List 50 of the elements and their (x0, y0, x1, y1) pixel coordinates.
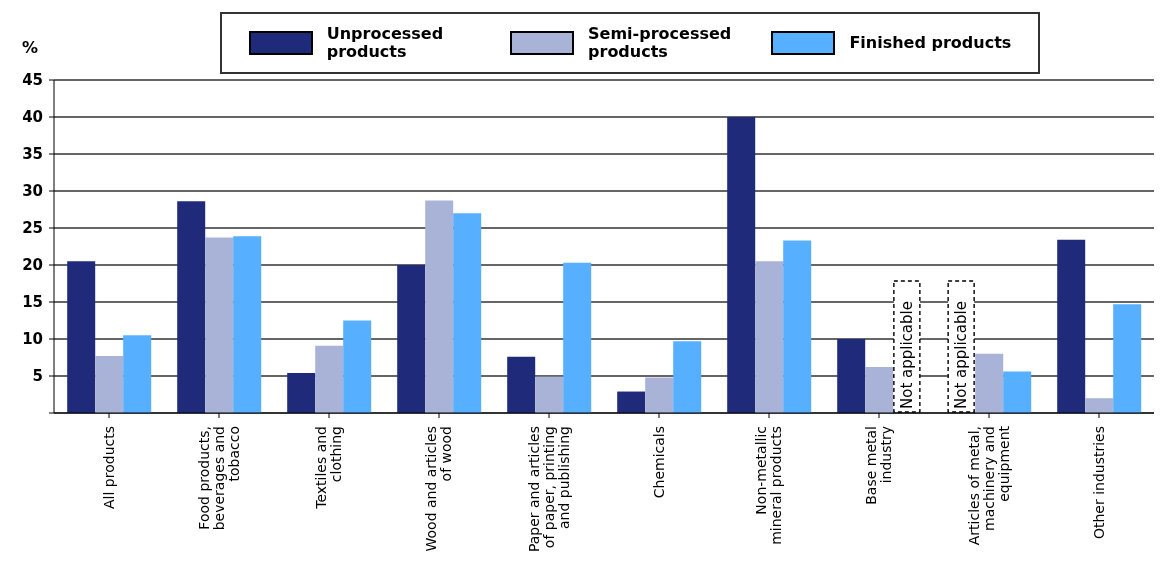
bar (287, 373, 316, 413)
bar (233, 236, 262, 413)
x-tick-label: Articles of metal, machinery and equipment (965, 425, 1012, 546)
y-tick-label: 20 (22, 256, 43, 275)
bar (315, 345, 344, 413)
y-axis-title: % (22, 38, 39, 57)
x-tick-label: Food products, beverages and tobacco (195, 426, 242, 531)
x-tick-label: Other industries (1090, 426, 1107, 540)
bar (783, 240, 812, 413)
x-tick-label: Wood and articles of wood (423, 426, 455, 552)
x-tick-label: Non-metallic mineral products (753, 426, 785, 545)
legend-label: Unprocessed products (326, 24, 445, 61)
x-tick-label: Base metal industry (863, 426, 895, 505)
bar (397, 265, 426, 413)
bar (205, 237, 234, 413)
y-tick-label: 10 (22, 330, 43, 349)
legend-label: Finished products (849, 33, 1012, 52)
bar (673, 341, 702, 413)
bar (1057, 239, 1086, 413)
bar (755, 261, 784, 413)
bar (617, 391, 646, 413)
y-tick-label: 40 (22, 108, 43, 127)
y-tick-label: 45 (22, 71, 43, 90)
annotation: Not applicable (952, 301, 971, 409)
y-tick-label: 25 (22, 219, 43, 238)
y-tick-label: 35 (22, 145, 43, 164)
x-tick-label: Chemicals (650, 426, 667, 499)
bar (563, 262, 592, 413)
y-tick-label: 5 (32, 367, 43, 386)
legend-label: Semi-processed products (588, 24, 733, 61)
y-tick-label: 15 (22, 293, 43, 312)
x-tick-label: All products (100, 426, 117, 509)
bar (177, 201, 206, 413)
bar (727, 117, 756, 413)
bar (343, 320, 372, 413)
bar (837, 339, 866, 413)
bar (95, 356, 124, 413)
bar (1085, 398, 1114, 413)
bar (1113, 304, 1142, 413)
bar (535, 376, 564, 413)
bar (645, 377, 674, 413)
bar (507, 356, 536, 413)
bar (1003, 371, 1032, 413)
annotation: Not applicable (898, 301, 917, 409)
y-tick-label: 30 (22, 182, 43, 201)
bar (425, 200, 454, 413)
bar (453, 213, 482, 413)
bar (67, 261, 96, 413)
bar (123, 335, 152, 413)
x-tick-label: Textiles and clothing (313, 426, 345, 510)
